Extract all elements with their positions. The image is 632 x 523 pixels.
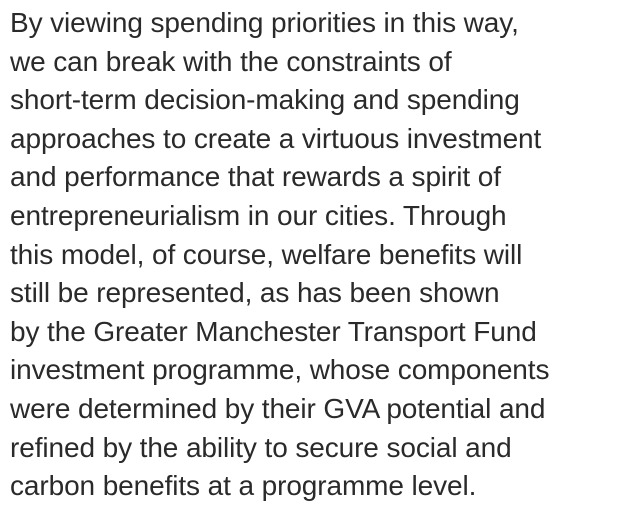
text-line: this model, of course, welfare benefits … [10, 238, 523, 270]
text-line: we can break with the constraints of [10, 45, 452, 77]
text-line: were determined by their GVA potential a… [10, 392, 546, 424]
text-line: by the Greater Manchester Transport Fund [10, 315, 537, 347]
text-line: still be represented, as has been shown [10, 277, 500, 309]
text-line: entrepreneurialism in our cities. Throug… [10, 199, 507, 231]
text-line: carbon benefits at a programme level. [10, 470, 477, 502]
text-line: and performance that rewards a spirit of [10, 161, 501, 193]
text-line: refined by the ability to secure social … [10, 431, 512, 463]
text-line: short-term decision-making and spending [10, 84, 520, 116]
text-line: investment programme, whose components [10, 354, 550, 386]
text-line: approaches to create a virtuous investme… [10, 122, 542, 154]
text-line: By viewing spending priorities in this w… [10, 7, 519, 38]
